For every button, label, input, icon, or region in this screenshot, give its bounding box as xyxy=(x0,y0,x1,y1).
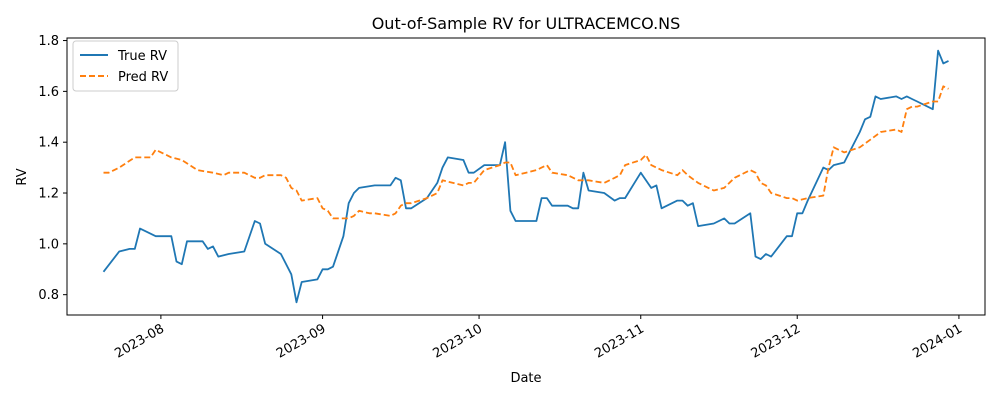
x-axis: 2023-08 2023-09 2023-10 2023-11 2023-12 2024-… xyxy=(112,315,965,362)
chart-title: Out-of-Sample RV for ULTRACEMCO.NS xyxy=(372,14,681,33)
x-axis-label: Date xyxy=(510,371,541,386)
plot-frame xyxy=(66,37,986,316)
series-line-pred-rv xyxy=(103,85,949,220)
y-axis: 0.8 1.0 1.2 1.4 1.6 1.8 xyxy=(38,34,67,303)
y-axis-label: RV xyxy=(15,168,30,185)
x-tick-label: 2024-01 xyxy=(910,321,965,361)
y-tick-label: 1.8 xyxy=(38,34,59,49)
plot-area xyxy=(102,49,949,304)
y-tick-label: 1.6 xyxy=(38,85,59,100)
y-tick-label: 1.0 xyxy=(38,237,59,252)
series-line-true-rv xyxy=(102,49,949,304)
legend-true-rv-label: True RV xyxy=(117,49,167,64)
x-tick-label: 2023-12 xyxy=(749,321,804,361)
y-tick-label: 1.4 xyxy=(38,136,59,151)
x-tick-label: 2023-09 xyxy=(274,321,329,361)
x-tick-label: 2023-08 xyxy=(112,321,167,361)
y-tick-label: 0.8 xyxy=(38,288,59,303)
legend-pred-rv-label: Pred RV xyxy=(118,70,168,85)
x-tick-label: 2023-11 xyxy=(592,321,647,361)
x-tick-label: 2023-10 xyxy=(431,321,486,361)
legend: True RV Pred RV xyxy=(72,40,179,92)
legend-box xyxy=(72,40,179,92)
y-tick-label: 1.2 xyxy=(38,187,59,202)
